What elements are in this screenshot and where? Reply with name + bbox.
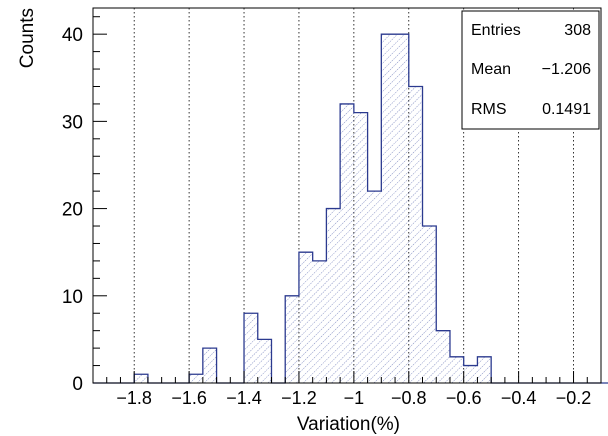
histogram-bar bbox=[367, 191, 382, 383]
histogram-bar bbox=[408, 86, 423, 383]
histogram-bar bbox=[422, 226, 437, 383]
histogram-bar bbox=[353, 112, 368, 384]
stats-value: 0.1491 bbox=[542, 101, 591, 118]
stats-box-frame bbox=[461, 10, 600, 130]
x-tick-label: −0.4 bbox=[501, 388, 537, 408]
y-axis-title: Counts bbox=[17, 8, 38, 68]
histogram-bar bbox=[134, 374, 148, 383]
histogram-bar bbox=[285, 295, 299, 383]
histogram-bar bbox=[395, 34, 409, 384]
stats-box: Entries 308 Mean −1.206 RMS 0.1491 bbox=[461, 10, 600, 130]
x-tick-label: −1.4 bbox=[226, 388, 262, 408]
x-axis: −1.8 −1.6 −1.4 −1.2 −1 −0.8 −0.6 −0.4 −0.2 bbox=[92, 371, 602, 408]
histogram-bars bbox=[93, 33, 608, 384]
x-tick-label: −0.8 bbox=[391, 388, 427, 408]
histogram-bar bbox=[449, 356, 464, 383]
histogram-bar bbox=[477, 356, 492, 383]
stats-value: 308 bbox=[564, 22, 591, 39]
histogram-bar bbox=[257, 339, 272, 383]
x-axis-title: Variation(%) bbox=[297, 414, 400, 435]
plot-frame bbox=[92, 7, 602, 384]
histogram-bar bbox=[312, 260, 327, 383]
y-tick-label: 0 bbox=[72, 374, 83, 395]
histogram-bar bbox=[189, 374, 203, 383]
histogram-bar bbox=[298, 252, 313, 383]
histogram-bar bbox=[381, 34, 396, 384]
stats-label: Entries bbox=[471, 22, 521, 39]
stats-label: RMS bbox=[471, 101, 507, 118]
x-tick-label: −0.6 bbox=[446, 388, 482, 408]
histogram-bar bbox=[463, 365, 478, 383]
y-tick-label: 10 bbox=[62, 287, 83, 308]
histogram-bar bbox=[202, 348, 217, 383]
histogram-bar bbox=[340, 103, 354, 383]
y-tick-label: 30 bbox=[62, 112, 83, 133]
histogram-bar bbox=[436, 330, 450, 383]
histogram-bar bbox=[326, 208, 341, 383]
histogram-bar bbox=[244, 313, 258, 383]
x-tick-label: −1.8 bbox=[116, 388, 152, 408]
x-tick-label: −1.6 bbox=[171, 388, 207, 408]
y-axis: 0 10 20 30 40 bbox=[62, 16, 107, 395]
x-tick-label: −1.2 bbox=[281, 388, 317, 408]
x-tick-label: −0.2 bbox=[556, 388, 592, 408]
stats-label: Mean bbox=[471, 61, 511, 78]
stats-value: −1.206 bbox=[542, 61, 591, 78]
y-tick-label: 40 bbox=[62, 25, 83, 46]
x-tick-label: −1 bbox=[344, 388, 365, 408]
y-tick-label: 20 bbox=[62, 200, 83, 221]
